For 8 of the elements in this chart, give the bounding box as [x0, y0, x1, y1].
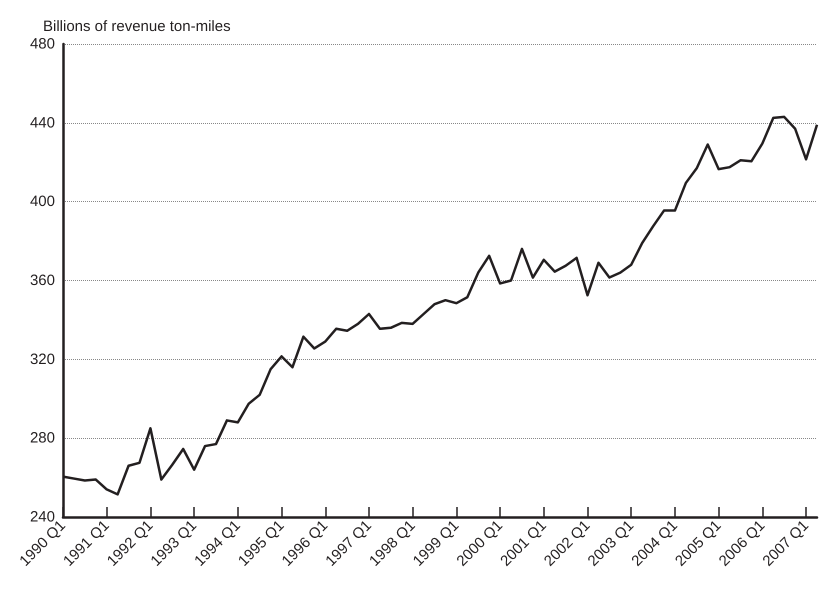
y-tick-label: 440: [30, 114, 55, 132]
y-tick-label: 240: [30, 508, 55, 526]
y-tick-label: 360: [30, 272, 55, 289]
y-tick-label: 320: [30, 350, 55, 368]
y-tick-label: 280: [30, 430, 55, 447]
y-tick-label: 400: [30, 193, 55, 210]
y-tick-label: 480: [30, 36, 55, 52]
y-axis-title: Billions of revenue ton-miles: [43, 18, 231, 35]
